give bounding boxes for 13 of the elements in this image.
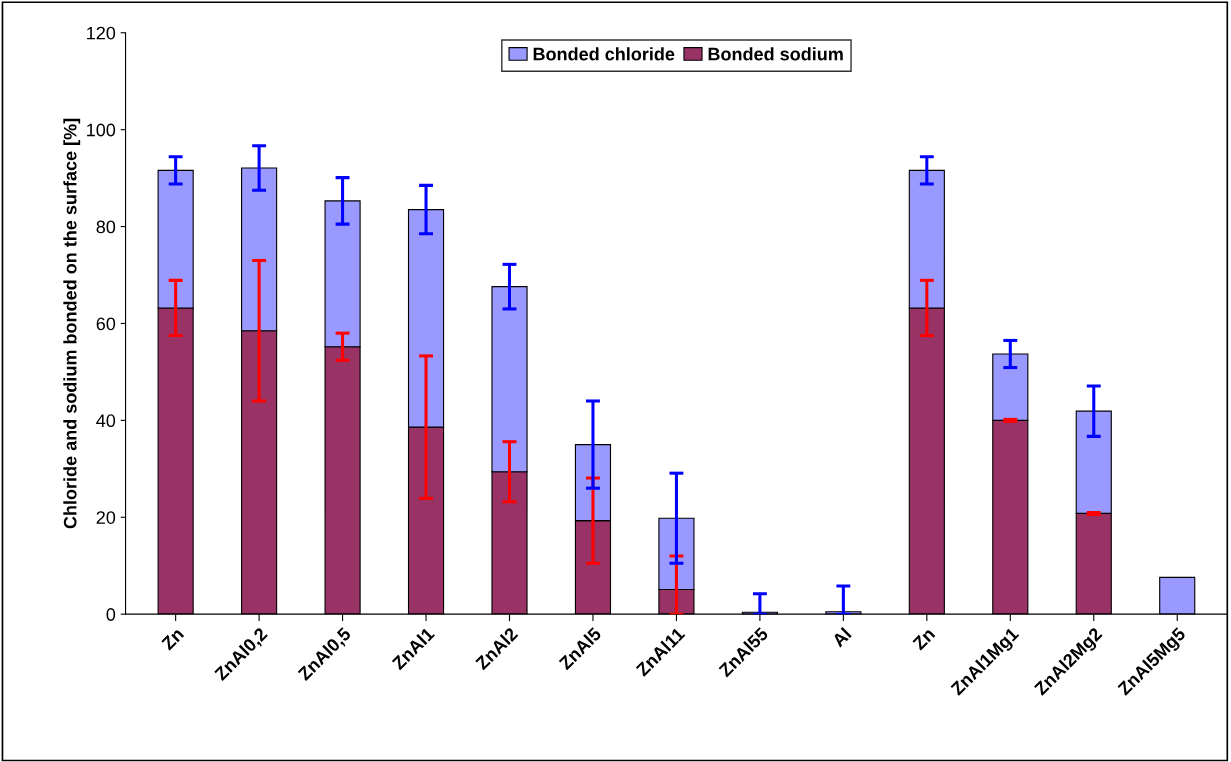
y-tick-label: 120 — [87, 26, 116, 40]
y-tick-label: 80 — [96, 220, 116, 234]
y-tick-label: 40 — [96, 414, 116, 428]
y-axis-title: Chloride and sodium bonded on the surface [%] — [63, 118, 81, 529]
y-tick-label: 60 — [96, 317, 116, 331]
legend-label: Bonded sodium — [708, 47, 843, 61]
legend-label: Bonded chloride — [533, 47, 675, 61]
y-tick-label: 100 — [87, 123, 116, 137]
x-tick-label: Zn — [912, 627, 936, 651]
y-tick-label: 20 — [96, 511, 116, 524]
x-tick-label: Al — [830, 626, 852, 648]
y-tick-label: 0 — [106, 608, 116, 621]
x-tick-label: Zn — [160, 627, 185, 651]
